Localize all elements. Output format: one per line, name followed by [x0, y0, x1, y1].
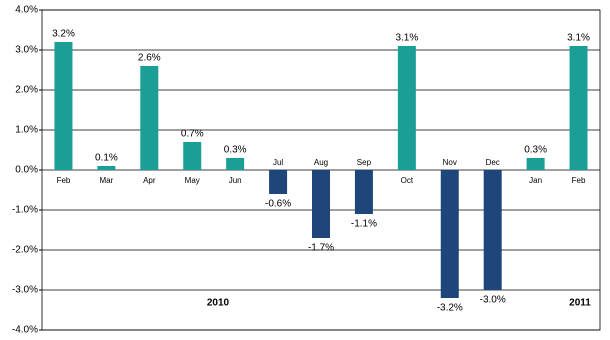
bar	[97, 166, 116, 170]
value-label: -3.2%	[437, 303, 463, 314]
year-label: 2010	[207, 298, 230, 309]
value-label: 2.6%	[138, 53, 161, 64]
x-tick-label: Dec	[486, 158, 500, 167]
value-label: 3.1%	[395, 33, 418, 44]
x-tick-label: Feb	[57, 176, 71, 185]
bar	[140, 66, 159, 170]
x-tick-label: May	[185, 176, 200, 185]
bar	[526, 158, 545, 170]
y-tick-label: -2.0%	[12, 245, 38, 256]
bar	[397, 46, 416, 170]
value-label: -0.6%	[265, 199, 291, 210]
x-tick-label: Apr	[143, 176, 156, 185]
bar	[354, 170, 373, 214]
value-label: 0.3%	[224, 145, 247, 156]
bar	[269, 170, 288, 194]
x-tick-label: Mar	[99, 176, 113, 185]
bar	[183, 142, 202, 170]
y-tick-label: -3.0%	[12, 285, 38, 296]
y-tick-label: 1.0%	[15, 125, 38, 136]
value-label: -3.0%	[480, 295, 506, 306]
bar	[483, 170, 502, 290]
value-label: 0.7%	[181, 129, 204, 140]
x-tick-label: Aug	[314, 158, 328, 167]
x-tick-label: Jun	[229, 176, 242, 185]
x-tick-label: Jul	[273, 158, 283, 167]
x-tick-label: Oct	[401, 176, 414, 185]
plot-border	[41, 9, 601, 331]
bar	[440, 170, 459, 298]
y-tick-label: 0.0%	[15, 165, 38, 176]
y-tick-label: 2.0%	[15, 85, 38, 96]
y-tick-label: 3.0%	[15, 45, 38, 56]
x-tick-label: Jan	[529, 176, 542, 185]
bar	[226, 158, 245, 170]
value-label: 3.2%	[52, 29, 75, 40]
x-tick-label: Sep	[357, 158, 372, 167]
value-label: -1.7%	[308, 243, 334, 254]
bar	[54, 42, 73, 170]
value-label: 3.1%	[567, 33, 590, 44]
value-label: -1.1%	[351, 219, 377, 230]
y-tick-label: -4.0%	[12, 325, 38, 336]
value-label: 0.1%	[95, 153, 118, 164]
x-tick-label: Nov	[443, 158, 457, 167]
x-tick-label: Feb	[572, 176, 586, 185]
bar	[569, 46, 588, 170]
y-tick-label: -1.0%	[12, 205, 38, 216]
bar	[312, 170, 330, 238]
value-label: 0.3%	[524, 145, 547, 156]
year-label: 2011	[569, 298, 591, 309]
y-tick-label: 4.0%	[15, 5, 38, 16]
